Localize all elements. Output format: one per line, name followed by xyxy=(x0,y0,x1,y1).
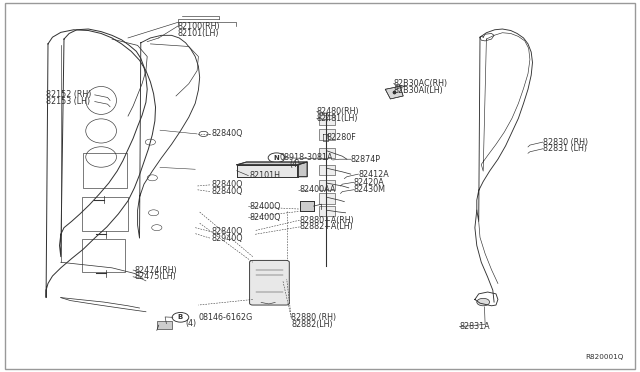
Text: 82940Q: 82940Q xyxy=(211,234,243,243)
Text: 82400Q: 82400Q xyxy=(250,213,281,222)
Text: 82481(LH): 82481(LH) xyxy=(317,114,358,123)
Text: 82882+A(LH): 82882+A(LH) xyxy=(300,222,353,231)
Text: 82840Q: 82840Q xyxy=(211,129,243,138)
Text: 82152 (RH): 82152 (RH) xyxy=(46,90,92,99)
Text: 82412A: 82412A xyxy=(358,170,389,179)
Text: 82880 (RH): 82880 (RH) xyxy=(291,313,337,322)
Text: (4): (4) xyxy=(186,319,196,328)
Text: N: N xyxy=(274,155,279,161)
Text: 82153 (LH): 82153 (LH) xyxy=(46,97,90,106)
FancyBboxPatch shape xyxy=(157,321,172,329)
Text: 82874P: 82874P xyxy=(351,155,381,164)
Text: 82840Q: 82840Q xyxy=(211,187,243,196)
Text: 82101(LH): 82101(LH) xyxy=(178,29,220,38)
Text: 82831A: 82831A xyxy=(460,322,490,331)
Text: 82100(RH): 82100(RH) xyxy=(178,22,221,31)
FancyBboxPatch shape xyxy=(250,260,289,305)
FancyBboxPatch shape xyxy=(319,148,335,158)
Text: 82831 (LH): 82831 (LH) xyxy=(543,144,587,153)
FancyBboxPatch shape xyxy=(319,115,335,125)
Text: 82400Q: 82400Q xyxy=(250,202,281,211)
Text: 82400AA: 82400AA xyxy=(300,185,336,194)
Text: (4): (4) xyxy=(289,160,300,169)
Text: 82880+A(RH): 82880+A(RH) xyxy=(300,216,355,225)
FancyBboxPatch shape xyxy=(319,206,335,216)
FancyBboxPatch shape xyxy=(319,129,335,140)
Polygon shape xyxy=(300,201,314,211)
Text: R820001Q: R820001Q xyxy=(586,354,624,360)
Text: 82882(LH): 82882(LH) xyxy=(291,320,333,328)
Text: 08918-3081A: 08918-3081A xyxy=(280,153,333,162)
Text: 82480(RH): 82480(RH) xyxy=(317,107,360,116)
FancyBboxPatch shape xyxy=(319,165,335,175)
Text: 82475(LH): 82475(LH) xyxy=(134,272,176,281)
Polygon shape xyxy=(385,86,403,99)
Text: 82101H: 82101H xyxy=(250,171,280,180)
Text: 82830 (RH): 82830 (RH) xyxy=(543,138,588,147)
Text: 82420A: 82420A xyxy=(354,178,385,187)
Text: 82B30AI(LH): 82B30AI(LH) xyxy=(394,86,444,95)
Text: 82430M: 82430M xyxy=(354,185,386,194)
Text: 82B30AC(RH): 82B30AC(RH) xyxy=(394,79,448,88)
FancyBboxPatch shape xyxy=(319,193,335,204)
Polygon shape xyxy=(237,165,298,177)
Text: 82840Q: 82840Q xyxy=(211,227,243,236)
Text: 82840Q: 82840Q xyxy=(211,180,243,189)
Text: B: B xyxy=(178,314,183,320)
Text: 08146-6162G: 08146-6162G xyxy=(198,313,253,322)
Text: 82280F: 82280F xyxy=(326,133,356,142)
Polygon shape xyxy=(237,162,307,165)
FancyBboxPatch shape xyxy=(319,180,335,190)
Polygon shape xyxy=(298,162,307,177)
Circle shape xyxy=(477,298,490,306)
Text: 82474(RH): 82474(RH) xyxy=(134,266,177,275)
